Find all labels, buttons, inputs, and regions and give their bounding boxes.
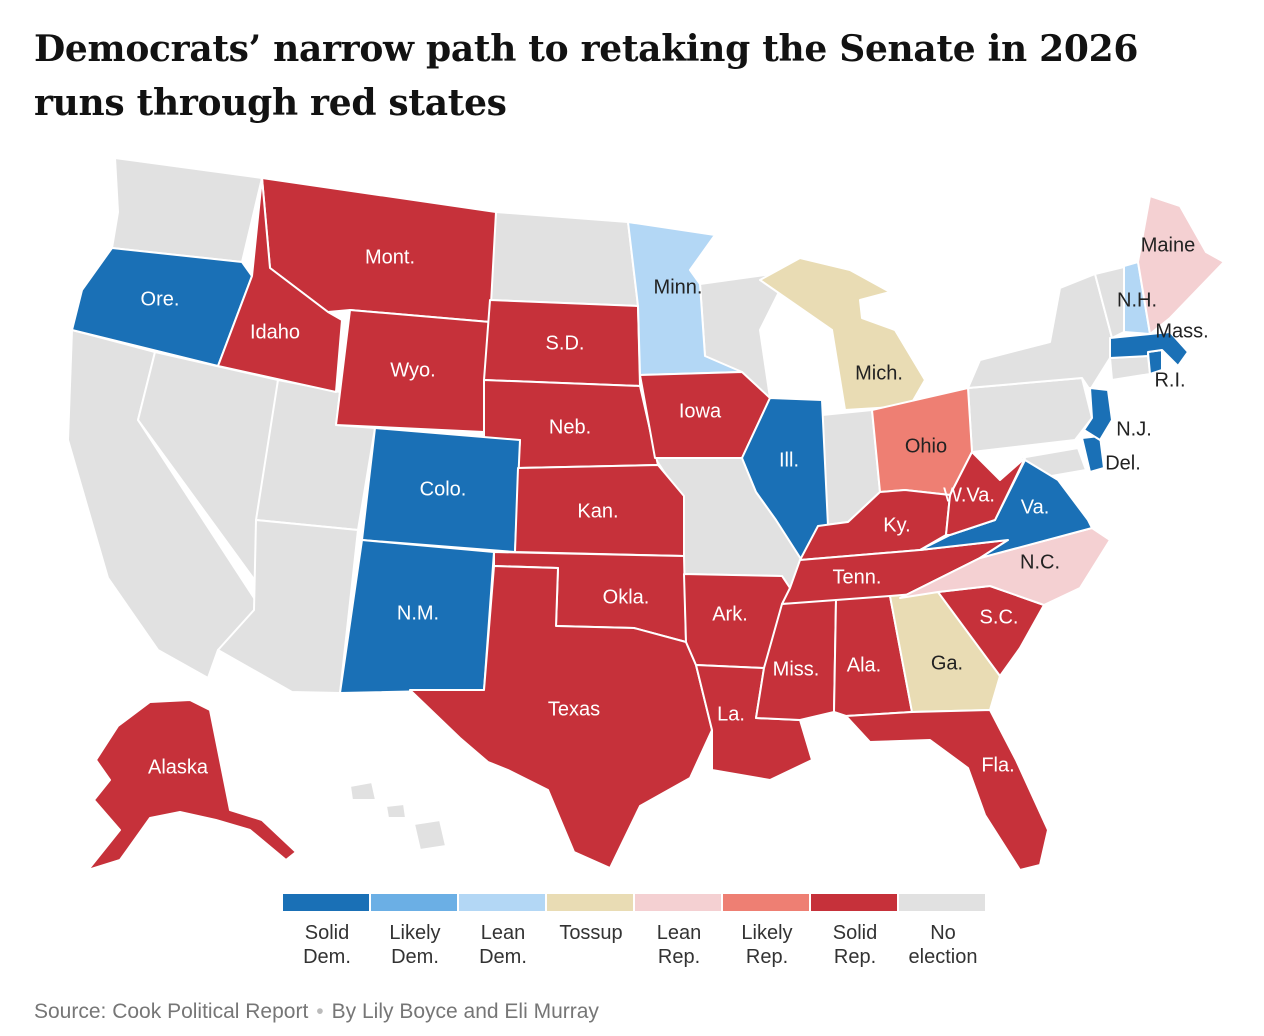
label-mich: Mich. bbox=[855, 362, 903, 384]
legend-label: Rep. bbox=[657, 946, 701, 968]
source-credit: Source: Cook Political Report bbox=[34, 1000, 309, 1023]
legend-swatch bbox=[635, 894, 723, 911]
label-wyo: Wyo. bbox=[390, 359, 435, 381]
legend-label: Solid bbox=[304, 922, 350, 944]
label-nc: N.C. bbox=[1020, 551, 1060, 573]
label-wva: W.Va. bbox=[943, 484, 995, 506]
state-west-virginia[interactable] bbox=[945, 451, 1026, 536]
legend-label: Likely bbox=[741, 922, 793, 944]
state-michigan[interactable] bbox=[759, 257, 926, 411]
label-ill: Ill. bbox=[779, 449, 799, 471]
legend-label: Solid bbox=[832, 922, 878, 944]
legend-label: Rep. bbox=[833, 946, 877, 968]
label-tenn: Tenn. bbox=[833, 566, 882, 588]
label-nj: N.J. bbox=[1116, 418, 1152, 440]
footer: Source: Cook Political Report • By Lily Bo… bbox=[34, 1000, 599, 1024]
legend-item-likely-dem: Likely Dem. bbox=[371, 894, 459, 969]
state-texas[interactable] bbox=[409, 565, 713, 869]
state-connecticut[interactable] bbox=[1109, 355, 1151, 381]
legend-item-likely-rep: Likely Rep. bbox=[723, 894, 811, 969]
legend-label: Dem. bbox=[391, 946, 439, 968]
legend-item-solid-dem: Solid Dem. bbox=[283, 894, 371, 969]
label-ga: Ga. bbox=[931, 652, 963, 674]
legend-swatch bbox=[283, 894, 371, 911]
legend-item-lean-rep: Lean Rep. bbox=[635, 894, 723, 969]
legend-label: Likely bbox=[389, 922, 441, 944]
state-new-jersey[interactable] bbox=[1083, 387, 1113, 441]
legend-label: No bbox=[930, 922, 956, 944]
legend-swatch bbox=[371, 894, 459, 911]
label-kan: Kan. bbox=[577, 500, 618, 522]
label-del: Del. bbox=[1105, 452, 1141, 474]
label-iowa: Iowa bbox=[679, 400, 722, 422]
label-minn: Minn. bbox=[654, 276, 703, 298]
label-mont: Mont. bbox=[365, 246, 415, 268]
separator-dot: • bbox=[316, 1000, 324, 1023]
legend-item-no-election: No election bbox=[899, 894, 987, 969]
label-ala: Ala. bbox=[847, 654, 881, 676]
state-florida[interactable] bbox=[845, 709, 1049, 871]
label-okla: Okla. bbox=[603, 586, 650, 608]
state-north-dakota[interactable] bbox=[489, 211, 639, 307]
label-nm: N.M. bbox=[397, 602, 439, 624]
legend-swatch bbox=[723, 894, 811, 911]
label-colo: Colo. bbox=[420, 478, 467, 500]
legend-item-solid-rep: Solid Rep. bbox=[811, 894, 899, 969]
legend-swatch bbox=[811, 894, 899, 911]
label-ohio: Ohio bbox=[905, 435, 947, 457]
legend-label: Dem. bbox=[479, 946, 527, 968]
legend-label: Tossup bbox=[559, 922, 623, 944]
label-ark: Ark. bbox=[712, 603, 748, 625]
state-north-carolina[interactable] bbox=[899, 527, 1111, 606]
legend-swatch bbox=[899, 894, 987, 911]
state-arizona[interactable] bbox=[217, 519, 359, 694]
label-ky: Ky. bbox=[883, 514, 910, 536]
state-washington[interactable] bbox=[111, 157, 263, 263]
legend-label: election bbox=[908, 946, 978, 968]
chart-title: Democrats’ narrow path to retaking the S… bbox=[34, 28, 1139, 124]
label-maine: Maine bbox=[1141, 234, 1195, 256]
legend-item-tossup: Tossup bbox=[547, 894, 635, 969]
label-sc: S.C. bbox=[980, 606, 1019, 628]
legend-label: Rep. bbox=[745, 946, 789, 968]
state-idaho[interactable] bbox=[217, 177, 343, 393]
label-miss: Miss. bbox=[773, 658, 820, 680]
label-idaho: Idaho bbox=[250, 321, 300, 343]
state-illinois[interactable] bbox=[741, 397, 829, 571]
byline: By Lily Boyce and Eli Murray bbox=[331, 1000, 599, 1023]
legend-item-lean-dem: Lean Dem. bbox=[459, 894, 547, 969]
legend: Solid Dem. Likely Dem. Lean Dem. Tossup Lea… bbox=[283, 894, 987, 969]
label-ri: R.I. bbox=[1154, 369, 1185, 391]
state-minnesota[interactable] bbox=[627, 221, 743, 376]
legend-label: Lean bbox=[480, 922, 526, 944]
state-massachusetts[interactable] bbox=[1109, 331, 1189, 367]
label-va: Va. bbox=[1021, 496, 1050, 518]
label-texas: Texas bbox=[548, 698, 600, 720]
label-alaska: Alaska bbox=[148, 756, 209, 778]
state-maine[interactable] bbox=[1137, 195, 1225, 335]
state-kansas[interactable] bbox=[514, 464, 685, 557]
label-la: La. bbox=[717, 703, 745, 725]
legend-swatch bbox=[547, 894, 635, 911]
legend-swatch bbox=[459, 894, 547, 911]
state-new-york[interactable] bbox=[967, 273, 1113, 391]
label-neb: Neb. bbox=[549, 416, 591, 438]
label-fla: Fla. bbox=[981, 754, 1014, 776]
state-pennsylvania[interactable] bbox=[967, 377, 1093, 453]
state-alaska[interactable] bbox=[87, 699, 297, 871]
label-ore: Ore. bbox=[141, 288, 180, 310]
label-mass: Mass. bbox=[1155, 320, 1208, 342]
state-hawaii[interactable] bbox=[349, 781, 447, 851]
label-sd: S.D. bbox=[546, 332, 585, 354]
label-nh: N.H. bbox=[1117, 289, 1157, 311]
legend-label: Dem. bbox=[303, 946, 351, 968]
legend-label: Lean bbox=[656, 922, 702, 944]
